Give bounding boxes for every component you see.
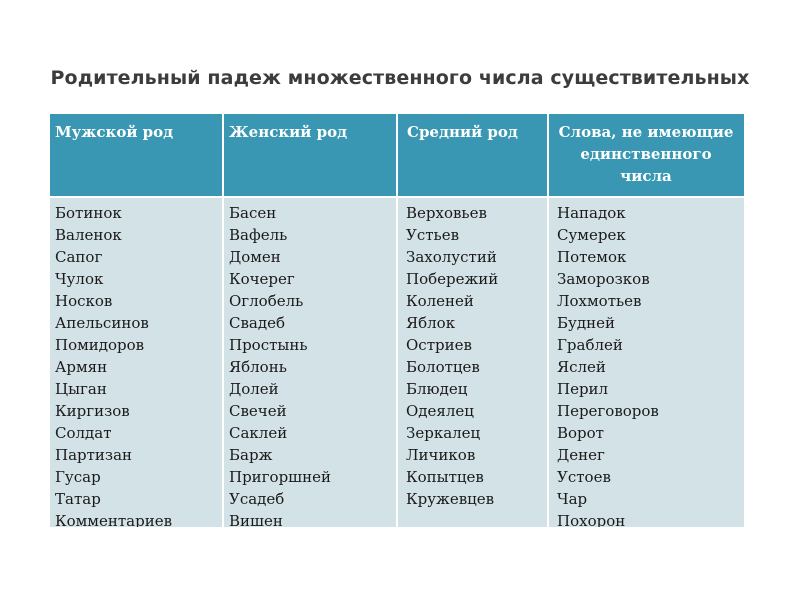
list-item: Партизан [55,446,133,464]
list-item: Яблок [406,314,456,332]
list-item: Потемок [557,248,627,266]
list-item: Будней [557,314,615,332]
list-item: Помидоров [55,336,145,354]
list-item: Верховьев [406,204,487,222]
list-item: Ботинок [55,204,122,222]
column-divider-1 [222,114,224,527]
list-item: Остриев [406,336,472,354]
list-item: Нападок [557,204,626,222]
list-item: Комментариев [55,512,173,527]
column-feminine: Басен Вафель Домен Кочерег Оглобель Свад… [229,202,331,527]
list-item: Сумерек [557,226,626,244]
column-divider-2 [396,114,398,527]
list-item: Одеялец [406,402,474,420]
list-item: Яслей [557,358,606,376]
list-item: Заморозков [557,270,650,288]
list-item: Домен [229,248,281,266]
list-item: Сапог [55,248,103,266]
list-item: Захолустий [406,248,497,266]
list-item: Чулок [55,270,104,288]
list-item: Апельсинов [55,314,149,332]
list-item: Переговоров [557,402,659,420]
list-item: Валенок [55,226,122,244]
list-item: Перил [557,380,609,398]
list-item: Барж [229,446,273,464]
list-item: Болотцев [406,358,480,376]
list-item: Армян [55,358,108,376]
list-item: Денег [557,446,605,464]
list-item: Вишен [229,512,283,527]
list-item: Ворот [557,424,604,442]
list-item: Побережий [406,270,499,288]
list-item: Чар [557,490,588,508]
list-item: Устьев [406,226,460,244]
list-item: Киргизов [55,402,130,420]
list-item: Коленей [406,292,474,310]
list-item: Басен [229,204,277,222]
list-item: Зеркалец [406,424,481,442]
list-item: Кружевцев [406,490,495,508]
header-plurale-tantum-line-3: числа [620,167,672,185]
column-neuter: Верховьев Устьев Захолустий Побережий Ко… [406,202,498,510]
header-feminine: Женский род [229,123,348,141]
list-item: Копытцев [406,468,484,486]
list-item: Граблей [557,336,623,354]
list-item: Кочерег [229,270,295,288]
column-plurale-tantum: Нападок Сумерек Потемок Заморозков Лохмо… [557,202,659,527]
header-masculine: Мужской род [55,123,174,141]
list-item: Носков [55,292,113,310]
list-item: Пригоршней [229,468,331,486]
list-item: Татар [55,490,101,508]
list-item: Личиков [406,446,476,464]
list-item: Саклей [229,424,288,442]
header-plurale-tantum-line-1: Слова, не имеющие [558,123,734,141]
header-neuter: Средний род [407,123,518,141]
list-item: Блюдец [406,380,468,398]
list-item: Яблонь [229,358,287,376]
column-masculine: Ботинок Валенок Сапог Чулок Носков Апель… [55,202,172,527]
list-item: Долей [229,380,279,398]
list-item: Гусар [55,468,101,486]
list-item: Солдат [55,424,112,442]
header-plurale-tantum: Слова, не имеющие единственного числа [553,121,739,187]
list-item: Похорон [557,512,626,527]
plural-genitive-table: Мужской род Женский род Средний род Слов… [50,114,744,527]
list-item: Свечей [229,402,287,420]
list-item: Простынь [229,336,308,354]
list-item: Лохмотьев [557,292,642,310]
header-plurale-tantum-line-2: единственного [580,145,712,163]
list-item: Цыган [55,380,107,398]
list-item: Оглобель [229,292,304,310]
page-title: Родительный падеж множественного числа с… [50,67,750,89]
list-item: Устоев [557,468,611,486]
list-item: Усадеб [229,490,285,508]
list-item: Свадеб [229,314,286,332]
column-divider-3 [547,114,549,527]
list-item: Вафель [229,226,288,244]
